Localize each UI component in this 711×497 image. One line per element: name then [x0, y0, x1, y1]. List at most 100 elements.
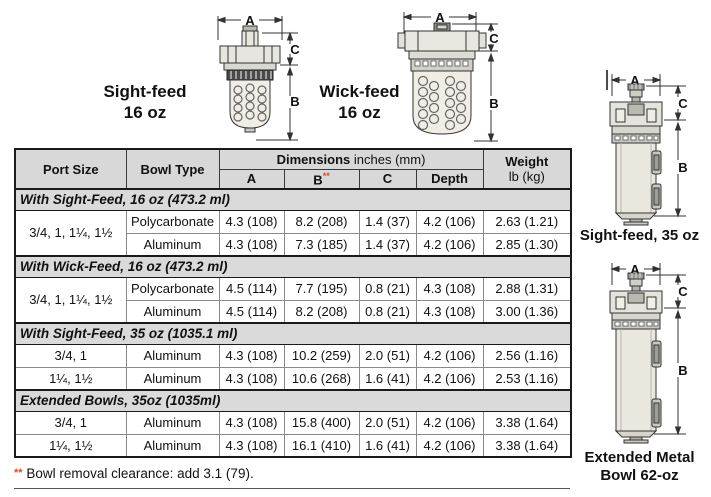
- lubricator-cap: [219, 45, 281, 71]
- dim-b-label: B: [489, 96, 498, 111]
- wick-feed-16oz-diagram: A: [397, 10, 499, 143]
- section-header-wick-feed-16oz: With Wick-Feed, 16 oz (473.2 ml): [14, 255, 572, 278]
- metal-bowl: [614, 328, 662, 444]
- dim-b-cell: 16.1 (410): [283, 433, 360, 458]
- col-header-weight: Weight lb (kg): [482, 148, 572, 190]
- port-size-cell: 1¼, 1½: [14, 433, 127, 458]
- b-footnote-marker: **: [322, 170, 330, 181]
- dim-c-cell: 1.4 (37): [358, 209, 417, 234]
- dim-a-label: A: [435, 10, 445, 25]
- weight-cell: 2.88 (1.31): [482, 276, 572, 301]
- col-header-bowl-type: Bowl Type: [125, 148, 220, 190]
- lubricator-head: [397, 22, 487, 60]
- section-header-sight-feed-16oz: With Sight-Feed, 16 oz (473.2 ml): [14, 188, 572, 211]
- weight-cell: 2.85 (1.30): [482, 232, 572, 257]
- dim-c-label: C: [489, 31, 499, 46]
- dim-b-lines: [474, 52, 498, 143]
- sight-feed-35oz-label: Sight-feed, 35 oz: [579, 227, 700, 244]
- table-row: 3/4, 1 Aluminum 4.3 (108) 10.2 (259) 2.0…: [14, 343, 572, 368]
- metal-bowl: [614, 142, 662, 226]
- port-size-cell: 3/4, 1, 1¼, 1½: [14, 209, 127, 257]
- dim-b-lines: [654, 309, 686, 436]
- section-title: With Sight-Feed, 35 oz (1035.1 ml): [14, 322, 572, 345]
- section-title: With Sight-Feed, 16 oz (473.2 ml): [14, 188, 572, 211]
- dim-a-cell: 4.3 (108): [218, 433, 285, 458]
- b-letter: B: [313, 171, 323, 187]
- head-block: [609, 290, 663, 321]
- table-row: 3/4, 1 Aluminum 4.3 (108) 15.8 (400) 2.0…: [14, 410, 572, 435]
- table-row: 1¼, 1½ Aluminum 4.3 (108) 10.6 (268) 1.6…: [14, 366, 572, 391]
- dim-b-label: B: [290, 94, 299, 109]
- sight-feed-35oz-diagram: A: [606, 70, 688, 226]
- dim-a-cell: 4.3 (108): [218, 366, 285, 391]
- dim-b-lines: [256, 66, 298, 142]
- col-header-c: C: [358, 168, 417, 190]
- weight-cell: 2.56 (1.16): [482, 343, 572, 368]
- dim-b-cell: 7.3 (185): [283, 232, 360, 257]
- extended-metal-bowl-diagram: A: [609, 262, 688, 444]
- dimensions-word: Dimensions: [276, 151, 351, 167]
- dim-a-cell: 4.3 (108): [218, 343, 285, 368]
- dim-c-lines: [452, 22, 498, 53]
- dim-a-cell: 4.3 (108): [218, 232, 285, 257]
- dim-b-cell: 15.8 (400): [283, 410, 360, 435]
- sight-dome: [241, 25, 259, 47]
- port-size-cell: 3/4, 1, 1¼, 1½: [14, 276, 127, 324]
- weight-word: Weight: [505, 154, 549, 169]
- notch-band: [410, 58, 474, 72]
- table-row: 3/4, 1, 1¼, 1½ Polycarbonate 4.3 (108) 8…: [14, 209, 572, 257]
- col-header-depth: Depth: [415, 168, 484, 190]
- dimensions-table-wrapper: Port Size Bowl Type Dimensions inches (m…: [14, 148, 572, 458]
- dim-a-lines: [610, 263, 662, 285]
- section-header-sight-feed-35oz: With Sight-Feed, 35 oz (1035.1 ml): [14, 322, 572, 345]
- weight-cell: 3.38 (1.64): [482, 410, 572, 435]
- dim-b-lines: [654, 121, 686, 218]
- depth-cell: 4.2 (106): [415, 410, 484, 435]
- weight-units: lb (kg): [508, 169, 545, 184]
- dim-b-cell: 10.6 (268): [283, 366, 360, 391]
- col-header-dimensions: Dimensions inches (mm): [218, 148, 484, 170]
- bowl-guard: [412, 70, 472, 135]
- dim-c-label: C: [290, 42, 300, 57]
- dim-a-cell: 4.5 (114): [218, 276, 285, 301]
- port-size-cell: 1¼, 1½: [14, 366, 127, 391]
- depth-cell: 4.3 (108): [415, 276, 484, 301]
- dim-a-lines: [402, 12, 478, 34]
- port-size-cell: 3/4, 1: [14, 343, 127, 368]
- dim-b-cell: 8.2 (208): [283, 299, 360, 324]
- dim-b-cell: 10.2 (259): [283, 343, 360, 368]
- dim-a-lines: [610, 74, 662, 96]
- dim-a-cell: 4.3 (108): [218, 410, 285, 435]
- dim-c-cell: 2.0 (51): [358, 410, 417, 435]
- dim-c-cell: 2.0 (51): [358, 343, 417, 368]
- dim-b-cell: 8.2 (208): [283, 209, 360, 234]
- dim-c-cell: 1.4 (37): [358, 232, 417, 257]
- weight-cell: 3.38 (1.64): [482, 433, 572, 458]
- depth-cell: 4.2 (106): [415, 433, 484, 458]
- port-size-cell: 3/4, 1: [14, 410, 127, 435]
- dim-b-label: B: [678, 160, 687, 175]
- sight-feed-16oz-label: Sight-feed 16 oz: [75, 81, 215, 123]
- depth-cell: 4.2 (106): [415, 232, 484, 257]
- dim-a-cell: 4.5 (114): [218, 299, 285, 324]
- table-row: 1¼, 1½ Aluminum 4.3 (108) 16.1 (410) 1.6…: [14, 433, 572, 458]
- fill-plug: [627, 83, 645, 103]
- section-header-extended-bowls: Extended Bowls, 35oz (1035ml): [14, 389, 572, 412]
- dim-a-cell: 4.3 (108): [218, 209, 285, 234]
- wick-feed-16oz-label-line1: Wick-feed: [319, 82, 400, 101]
- fill-plug: [627, 272, 645, 292]
- bowl-type-cell: Polycarbonate: [125, 276, 220, 301]
- dimensions-units: inches (mm): [350, 151, 426, 167]
- depth-cell: 4.2 (106): [415, 366, 484, 391]
- table-row: Aluminum 4.5 (114) 8.2 (208) 0.8 (21) 4.…: [15, 299, 572, 324]
- dim-c-label: C: [678, 96, 688, 111]
- dim-c-cell: 1.6 (41): [358, 366, 417, 391]
- col-header-port-size: Port Size: [14, 148, 127, 190]
- section-title: With Wick-Feed, 16 oz (473.2 ml): [14, 255, 572, 278]
- dim-c-cell: 0.8 (21): [358, 299, 417, 324]
- bowl-guard: [229, 79, 271, 133]
- weight-cell: 3.00 (1.36): [482, 299, 572, 324]
- extended-metal-bowl-label-line1: Extended Metal: [584, 449, 695, 466]
- notch-band: [611, 133, 661, 144]
